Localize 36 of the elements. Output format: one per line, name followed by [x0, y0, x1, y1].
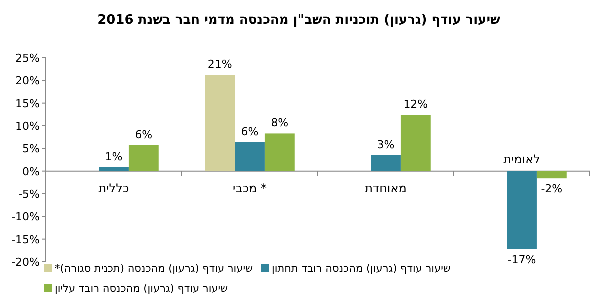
x-tick-label: כללית: [98, 181, 130, 196]
y-tick-label: -20%: [12, 256, 40, 269]
data-label: -17%: [508, 253, 536, 266]
legend-label: שיעור עודף (גרעון) מהכנסה רובד עליון: [55, 283, 228, 295]
bar: [235, 142, 265, 172]
bar: [264, 134, 295, 172]
y-tick-label: -15%: [12, 233, 40, 246]
y-tick-label: 20%: [16, 74, 40, 88]
y-tick-label: 25%: [16, 52, 40, 65]
data-label: 12%: [404, 98, 428, 112]
data-label: 6%: [241, 125, 259, 138]
data-label: 21%: [208, 58, 232, 72]
chart-title: שיעור עודף (גרעון) תוכניות השב"ן מהכנסה מדמי חבר בשנת 2016: [98, 13, 501, 28]
bar: [205, 75, 236, 172]
bar: [400, 115, 431, 172]
y-tick-label: -5%: [18, 188, 40, 201]
bar: [99, 167, 129, 172]
x-tick-label: לאומית: [504, 152, 540, 166]
legend-label: שיעור עודף (גרעון) מהכנסה (תכנית סגורה)*: [55, 263, 254, 275]
data-label: 8%: [271, 116, 289, 130]
x-tick-label: מאוחדת: [365, 181, 407, 196]
y-tick-label: 5%: [22, 142, 40, 156]
bar: [371, 155, 401, 172]
bar: [536, 171, 567, 179]
x-tick-label: מכבי *: [233, 181, 267, 196]
y-tick-label: 0%: [22, 165, 40, 178]
legend-label: שיעור עודף (גרעון) מהכנסה רובד תחתון: [272, 263, 451, 275]
y-tick-label: -10%: [12, 210, 40, 224]
y-tick-label: 15%: [16, 97, 40, 110]
data-label: 3%: [377, 138, 395, 152]
data-label: 1%: [105, 150, 123, 164]
data-label: 6%: [135, 128, 153, 142]
y-tick-label: 10%: [16, 120, 40, 133]
bar: [507, 171, 537, 250]
data-label: -2%: [541, 182, 563, 196]
bar: [128, 145, 159, 172]
